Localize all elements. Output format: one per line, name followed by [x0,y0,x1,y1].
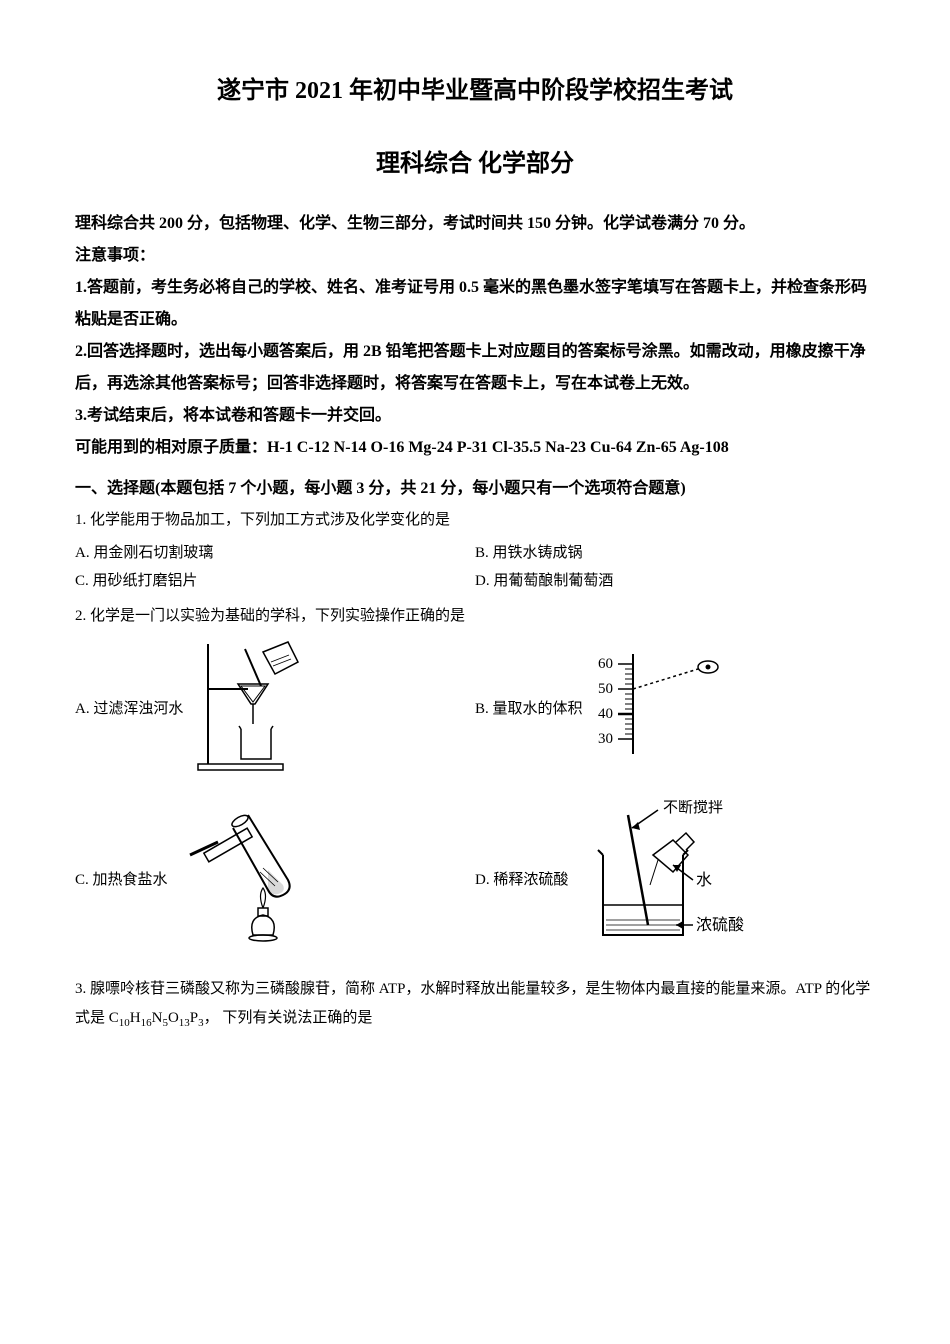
q3-stem-d: O [168,1010,179,1026]
q2-option-a: A. 过滤浑浊河水 [75,634,475,785]
q3-stem-c: N [152,1010,163,1026]
acid-label: 浓硫酸 [696,916,744,934]
exam-title: 遂宁市 2021 年初中毕业暨高中阶段学校招生考试 [75,70,875,105]
q2-option-d: D. 稀释浓硫酸 [475,800,875,961]
q3-sub16: 16 [141,1017,152,1029]
instructions-block: 理科综合共 200 分，包括物理、化学、生物三部分，考试时间共 150 分钟。化… [75,208,875,464]
q2-stem: 2. 化学是一门以实验为基础的学科，下列实验操作正确的是 [75,602,875,631]
ruler-50: 50 [598,681,613,697]
q3-stem-f: ， 下列有关说法正确的是 [204,1010,373,1026]
instr-p6: 可能用到的相对原子质量：H-1 C-12 N-14 O-16 Mg-24 P-3… [75,432,875,464]
section-1-header: 一、选择题(本题包括 7 个小题，每小题 3 分，共 21 分，每小题只有一个选… [75,474,875,498]
q3-stem-b: H [130,1010,141,1026]
q2-optC-label: C. 加热食盐水 [75,866,168,895]
q1-option-b: B. 用铁水铸成锅 [475,539,875,568]
q3-sub13: 13 [179,1017,190,1029]
q3-sub10: 10 [119,1017,130,1029]
q2-optD-label: D. 稀释浓硫酸 [475,866,568,895]
water-label: 水 [696,871,712,889]
q3-stem-e: P [190,1010,198,1026]
instr-p2: 注意事项： [75,240,875,272]
q1-option-c: C. 用砂纸打磨铝片 [75,567,475,596]
q2-option-c: C. 加热食盐水 [75,800,475,961]
instr-p5: 3.考试结束后，将本试卷和答题卡一并交回。 [75,400,875,432]
graduated-cylinder-icon: 60 50 40 30 [593,649,723,770]
q1-option-a: A. 用金刚石切割玻璃 [75,539,475,568]
instr-p4: 2.回答选择题时，选出每小题答案后，用 2B 铅笔把答题卡上对应题目的答案标号涂… [75,336,875,400]
q2-optB-label: B. 量取水的体积 [475,695,583,724]
filter-apparatus-icon [193,634,323,785]
instr-p3: 1.答题前，考生务必将自己的学校、姓名、准考证号用 0.5 毫米的黑色墨水签字笔… [75,272,875,336]
stir-label: 不断搅拌 [663,800,723,816]
heating-testtube-icon [178,800,318,961]
question-2: 2. 化学是一门以实验为基础的学科，下列实验操作正确的是 A. 过滤浑浊河水 [75,602,875,961]
ruler-40: 40 [598,706,613,722]
dilute-acid-icon: 不断搅拌 水 浓硫酸 [578,800,798,961]
q2-option-b: B. 量取水的体积 [475,649,875,770]
question-1: 1. 化学能用于物品加工，下列加工方式涉及化学变化的是 A. 用金刚石切割玻璃 … [75,506,875,596]
q1-stem: 1. 化学能用于物品加工，下列加工方式涉及化学变化的是 [75,506,875,535]
instr-p1: 理科综合共 200 分，包括物理、化学、生物三部分，考试时间共 150 分钟。化… [75,208,875,240]
question-3: 3. 腺嘌呤核苷三磷酸又称为三磷酸腺苷，简称 ATP，水解时释放出能量较多，是生… [75,975,875,1033]
ruler-30: 30 [598,731,613,747]
q2-optA-label: A. 过滤浑浊河水 [75,695,183,724]
exam-subtitle: 理科综合 化学部分 [75,143,875,178]
ruler-60: 60 [598,656,613,672]
q1-option-d: D. 用葡萄酿制葡萄酒 [475,567,875,596]
